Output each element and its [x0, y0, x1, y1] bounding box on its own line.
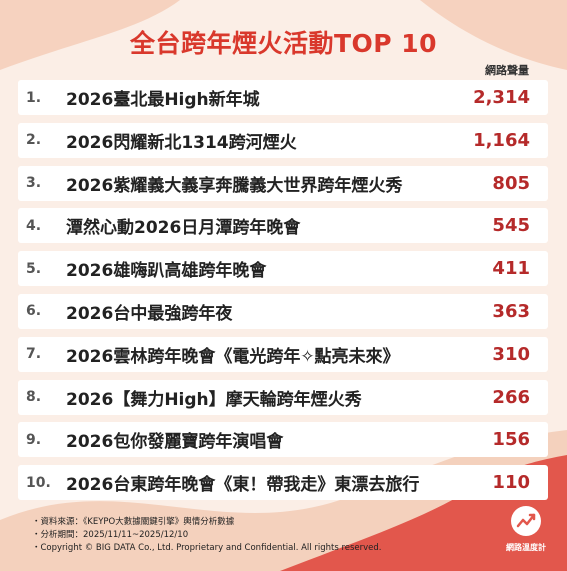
volume-value: 805 [492, 172, 530, 194]
event-name: 2026閃耀新北1314跨河煙火 [66, 132, 297, 153]
rank-label: 5. [26, 260, 42, 277]
event-name: 潭然心動2026日月潭跨年晚會 [66, 218, 301, 239]
brand-logo: 網路溫度計 [496, 506, 556, 566]
table-row: 8. 2026【舞力High】摩天輪跨年煙火秀 266 [18, 379, 548, 415]
rank-label: 10. [26, 474, 51, 491]
table-row: 10. 2026台東跨年晚會《東！帶我走》東漂去旅行 110 [18, 465, 548, 501]
rank-label: 2. [26, 132, 42, 149]
volume-value: 156 [492, 429, 530, 451]
event-name: 2026雲林跨年晚會《電光跨年✧點亮未來》 [66, 346, 400, 367]
volume-value: 1,164 [473, 129, 530, 151]
rank-label: 4. [26, 217, 42, 234]
rank-label: 1. [26, 89, 42, 106]
table-row: 5. 2026雄嗨趴高雄跨年晚會 411 [18, 251, 548, 287]
volume-value: 545 [492, 215, 530, 237]
volume-value: 110 [492, 472, 530, 494]
volume-value: 411 [492, 258, 530, 280]
event-name: 2026包你發麗寶跨年演唱會 [66, 432, 284, 453]
table-row: 9. 2026包你發麗寶跨年演唱會 156 [18, 422, 548, 458]
volume-value: 363 [492, 300, 530, 322]
logo-text: 網路溫度計 [506, 543, 546, 552]
chart-title: 全台跨年煙火活動TOP 10 [129, 29, 438, 58]
event-name: 2026臺北最High新年城 [66, 90, 260, 110]
volume-value: 310 [492, 343, 530, 365]
table-row: 6. 2026台中最強跨年夜 363 [18, 293, 548, 329]
table-row: 4. 潭然心動2026日月潭跨年晚會 545 [18, 208, 548, 244]
rank-label: 7. [26, 346, 42, 363]
table-row: 2. 2026閃耀新北1314跨河煙火 1,164 [18, 122, 548, 158]
trend-arrow-icon [511, 506, 541, 536]
event-name: 2026雄嗨趴高雄跨年晚會 [66, 261, 267, 282]
ranking-table: 1. 2026臺北最High新年城 2,314 2. 2026閃耀新北1314跨… [18, 80, 548, 508]
table-row: 1. 2026臺北最High新年城 2,314 [18, 80, 548, 115]
table-row: 7. 2026雲林跨年晚會《電光跨年✧點亮未來》 310 [18, 336, 548, 372]
column-header: 網路聲量 [485, 64, 529, 77]
rank-label: 6. [26, 303, 42, 320]
volume-value: 2,314 [473, 87, 530, 108]
volume-value: 266 [492, 386, 530, 408]
event-name: 2026台中最強跨年夜 [66, 303, 233, 324]
event-name: 2026紫耀義大義享奔騰義大世界跨年煙火秀 [66, 175, 403, 196]
footer-notes: ・資料來源：《KEYPO大數據關鍵引擎》輿情分析數據 ・分析期間：2025/11… [32, 516, 382, 555]
event-name: 2026【舞力High】摩天輪跨年煙火秀 [66, 389, 362, 410]
rank-label: 3. [26, 175, 42, 192]
rank-label: 8. [26, 389, 42, 406]
period-note: ・分析期間：2025/11/11~2025/12/10 [32, 530, 189, 540]
table-row: 3. 2026紫耀義大義享奔騰義大世界跨年煙火秀 805 [18, 165, 548, 201]
source-note: ・資料來源：《KEYPO大數據關鍵引擎》輿情分析數據 [32, 517, 235, 527]
copyright-note: ・Copyright © BIG DATA Co., Ltd. Propriet… [32, 543, 382, 553]
event-name: 2026台東跨年晚會《東！帶我走》東漂去旅行 [66, 475, 420, 496]
rank-label: 9. [26, 431, 42, 448]
